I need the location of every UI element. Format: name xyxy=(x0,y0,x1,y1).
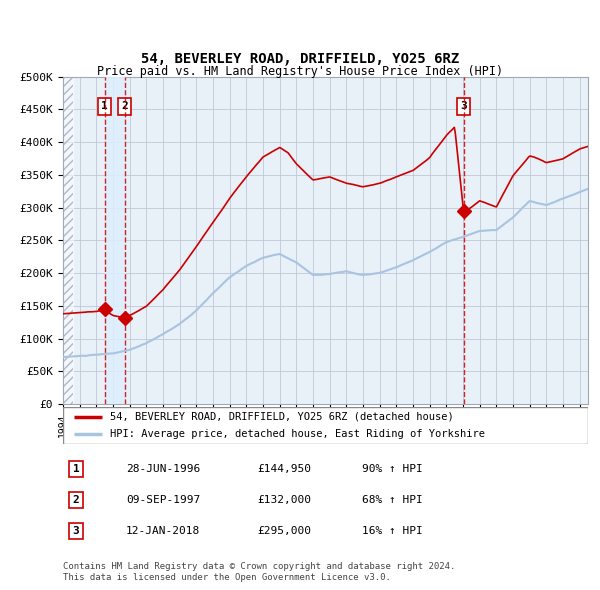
Text: 2: 2 xyxy=(121,101,128,111)
Text: This data is licensed under the Open Government Licence v3.0.: This data is licensed under the Open Gov… xyxy=(63,572,391,582)
Text: 68% ↑ HPI: 68% ↑ HPI xyxy=(362,495,423,505)
Text: 3: 3 xyxy=(73,526,79,536)
Text: HPI: Average price, detached house, East Riding of Yorkshire: HPI: Average price, detached house, East… xyxy=(110,429,485,439)
Text: Contains HM Land Registry data © Crown copyright and database right 2024.: Contains HM Land Registry data © Crown c… xyxy=(63,562,455,571)
Bar xyxy=(104,77,125,404)
Text: 12-JAN-2018: 12-JAN-2018 xyxy=(126,526,200,536)
Text: 1: 1 xyxy=(101,101,108,111)
Text: £295,000: £295,000 xyxy=(257,526,311,536)
Text: £132,000: £132,000 xyxy=(257,495,311,505)
Text: 1: 1 xyxy=(73,464,79,474)
FancyBboxPatch shape xyxy=(63,407,588,444)
Text: £144,950: £144,950 xyxy=(257,464,311,474)
Text: 2: 2 xyxy=(73,495,79,505)
Text: 16% ↑ HPI: 16% ↑ HPI xyxy=(362,526,423,536)
Text: 54, BEVERLEY ROAD, DRIFFIELD, YO25 6RZ: 54, BEVERLEY ROAD, DRIFFIELD, YO25 6RZ xyxy=(141,52,459,66)
Text: 54, BEVERLEY ROAD, DRIFFIELD, YO25 6RZ (detached house): 54, BEVERLEY ROAD, DRIFFIELD, YO25 6RZ (… xyxy=(110,412,454,422)
Text: Price paid vs. HM Land Registry's House Price Index (HPI): Price paid vs. HM Land Registry's House … xyxy=(97,65,503,78)
Text: 90% ↑ HPI: 90% ↑ HPI xyxy=(362,464,423,474)
Text: 09-SEP-1997: 09-SEP-1997 xyxy=(126,495,200,505)
Text: 3: 3 xyxy=(460,101,467,111)
Text: 28-JUN-1996: 28-JUN-1996 xyxy=(126,464,200,474)
